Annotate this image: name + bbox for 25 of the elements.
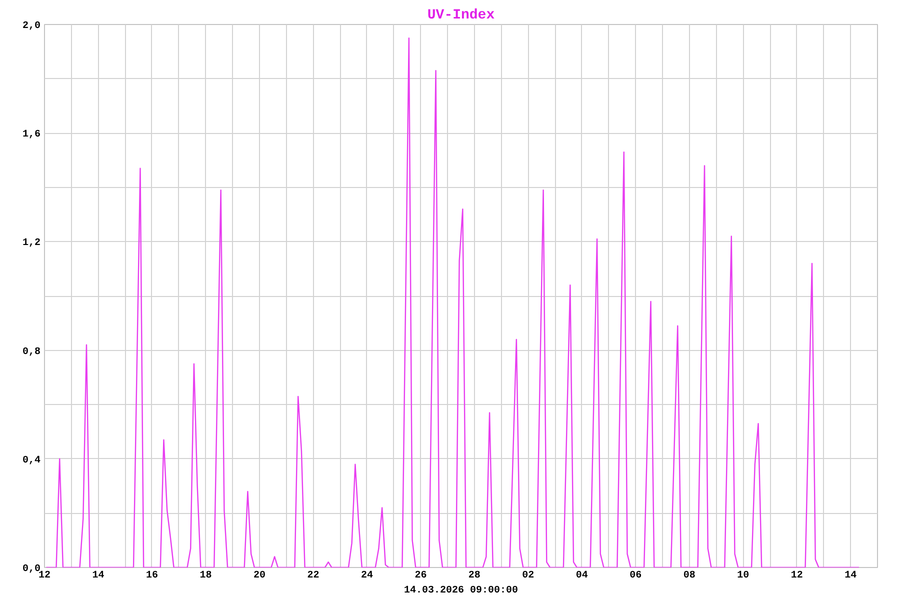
- x-axis-title: 14.03.2026 09:00:00: [404, 586, 518, 596]
- y-tick-label: 1,2: [22, 238, 41, 250]
- x-tick-label: 12: [38, 570, 51, 582]
- x-tick-label: 14: [844, 570, 857, 582]
- x-tick-label: 04: [576, 570, 588, 582]
- y-tick-label: 0,0: [22, 564, 41, 575]
- x-tick-label: 20: [253, 570, 266, 582]
- x-tick-label: 16: [146, 570, 158, 582]
- x-tick-label: 08: [683, 570, 696, 582]
- x-tick-label: 14: [92, 570, 104, 582]
- y-tick-label: 0,4: [22, 455, 41, 466]
- x-tick-label: 10: [737, 570, 750, 582]
- x-tick-label: 22: [307, 570, 320, 582]
- x-tick-label: 24: [360, 570, 373, 582]
- x-tick-label: 06: [630, 570, 642, 582]
- y-tick-label: 1,6: [22, 130, 41, 141]
- line-series: [46, 37, 860, 568]
- y-tick-label: 0,8: [22, 346, 41, 358]
- chart-title: UV-Index: [427, 8, 496, 24]
- x-tick-label: 12: [790, 570, 803, 582]
- x-tick-label: 28: [468, 570, 480, 582]
- x-tick-label: 26: [414, 570, 427, 582]
- y-tick-label: 2,0: [22, 21, 41, 32]
- x-tick-label: 02: [522, 570, 534, 582]
- x-tick-label: 18: [200, 570, 212, 582]
